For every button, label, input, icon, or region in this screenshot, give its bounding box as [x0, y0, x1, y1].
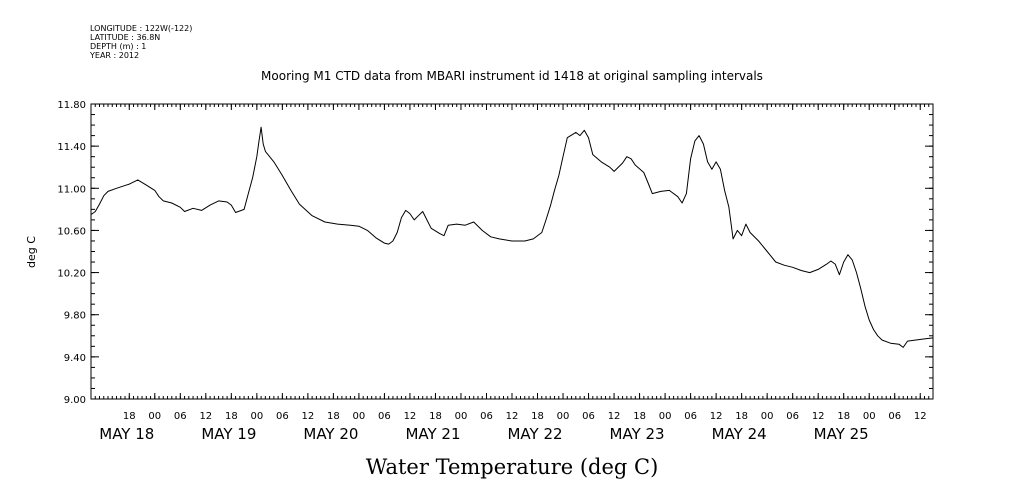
x-tick-label: 18 — [429, 411, 442, 422]
x-tick-label: 12 — [506, 411, 519, 422]
x-tick-label: 00 — [557, 411, 570, 422]
y-tick-label: 9.00 — [64, 395, 86, 406]
x-axis-label: Water Temperature (deg C) — [366, 455, 659, 479]
y-tick-label: 11.00 — [57, 184, 86, 195]
x-tick-label: 12 — [302, 411, 315, 422]
x-tick-label: 06 — [480, 411, 493, 422]
x-tick-label: 18 — [735, 411, 748, 422]
y-axis: 9.00 9.40 9.80 10.20 10.60 11.00 11.40 11.80 — [57, 100, 933, 406]
x-tick-label: 06 — [276, 411, 289, 422]
x-tick-label: 12 — [914, 411, 927, 422]
latitude-label: LATITUDE : 36.8N — [90, 33, 160, 42]
x-tick-label: 18 — [225, 411, 238, 422]
year-label: YEAR : 2012 — [89, 51, 139, 60]
x-day-label: MAY 20 — [303, 425, 358, 443]
x-tick-label: 18 — [837, 411, 850, 422]
y-tick-label: 10.60 — [57, 226, 86, 237]
x-tick-label: 18 — [327, 411, 340, 422]
x-tick-label: 00 — [148, 411, 161, 422]
x-tick-label: 12 — [710, 411, 723, 422]
x-tick-label: 18 — [633, 411, 646, 422]
y-axis-label: deg C — [25, 236, 38, 268]
x-tick-label: 06 — [786, 411, 799, 422]
x-tick-label: 06 — [378, 411, 391, 422]
x-tick-label: 12 — [812, 411, 825, 422]
x-tick-label: 00 — [353, 411, 366, 422]
x-tick-label: 00 — [659, 411, 672, 422]
x-axis: 18 00 06 12 18 00 06 12 18 00 06 12 18 00 06 12 18 00 06 12… — [90, 104, 934, 443]
x-tick-label: 18 — [531, 411, 544, 422]
series-layer — [90, 126, 934, 348]
temperature-series-line — [90, 126, 934, 348]
x-day-label: MAY 24 — [712, 425, 767, 443]
y-tick-label: 9.40 — [64, 353, 86, 364]
y-tick-label: 9.80 — [64, 311, 86, 322]
x-tick-label: 00 — [863, 411, 876, 422]
x-tick-label: 06 — [174, 411, 187, 422]
x-tick-label: 12 — [199, 411, 212, 422]
chart-title: Mooring M1 CTD data from MBARI instrumen… — [261, 69, 763, 83]
x-day-label: MAY 25 — [814, 425, 869, 443]
x-tick-label: 00 — [250, 411, 263, 422]
x-day-label: MAY 23 — [610, 425, 665, 443]
y-tick-label: 10.20 — [57, 269, 86, 280]
longitude-label: LONGITUDE : 122W(-122) — [90, 24, 192, 33]
x-tick-label: 06 — [684, 411, 697, 422]
x-tick-label: 18 — [123, 411, 136, 422]
x-tick-label: 00 — [455, 411, 468, 422]
x-tick-label: 12 — [404, 411, 417, 422]
x-day-label: MAY 19 — [201, 425, 256, 443]
y-tick-label: 11.80 — [57, 100, 86, 111]
y-tick-label: 11.40 — [57, 142, 86, 153]
x-day-label: MAY 22 — [507, 425, 562, 443]
depth-label: DEPTH (m) : 1 — [90, 42, 146, 51]
x-tick-label: 00 — [761, 411, 774, 422]
x-tick-label: 06 — [582, 411, 595, 422]
x-tick-label: 06 — [888, 411, 901, 422]
x-day-label: MAY 21 — [405, 425, 460, 443]
x-day-label: MAY 18 — [99, 425, 154, 443]
x-tick-label: 12 — [608, 411, 621, 422]
